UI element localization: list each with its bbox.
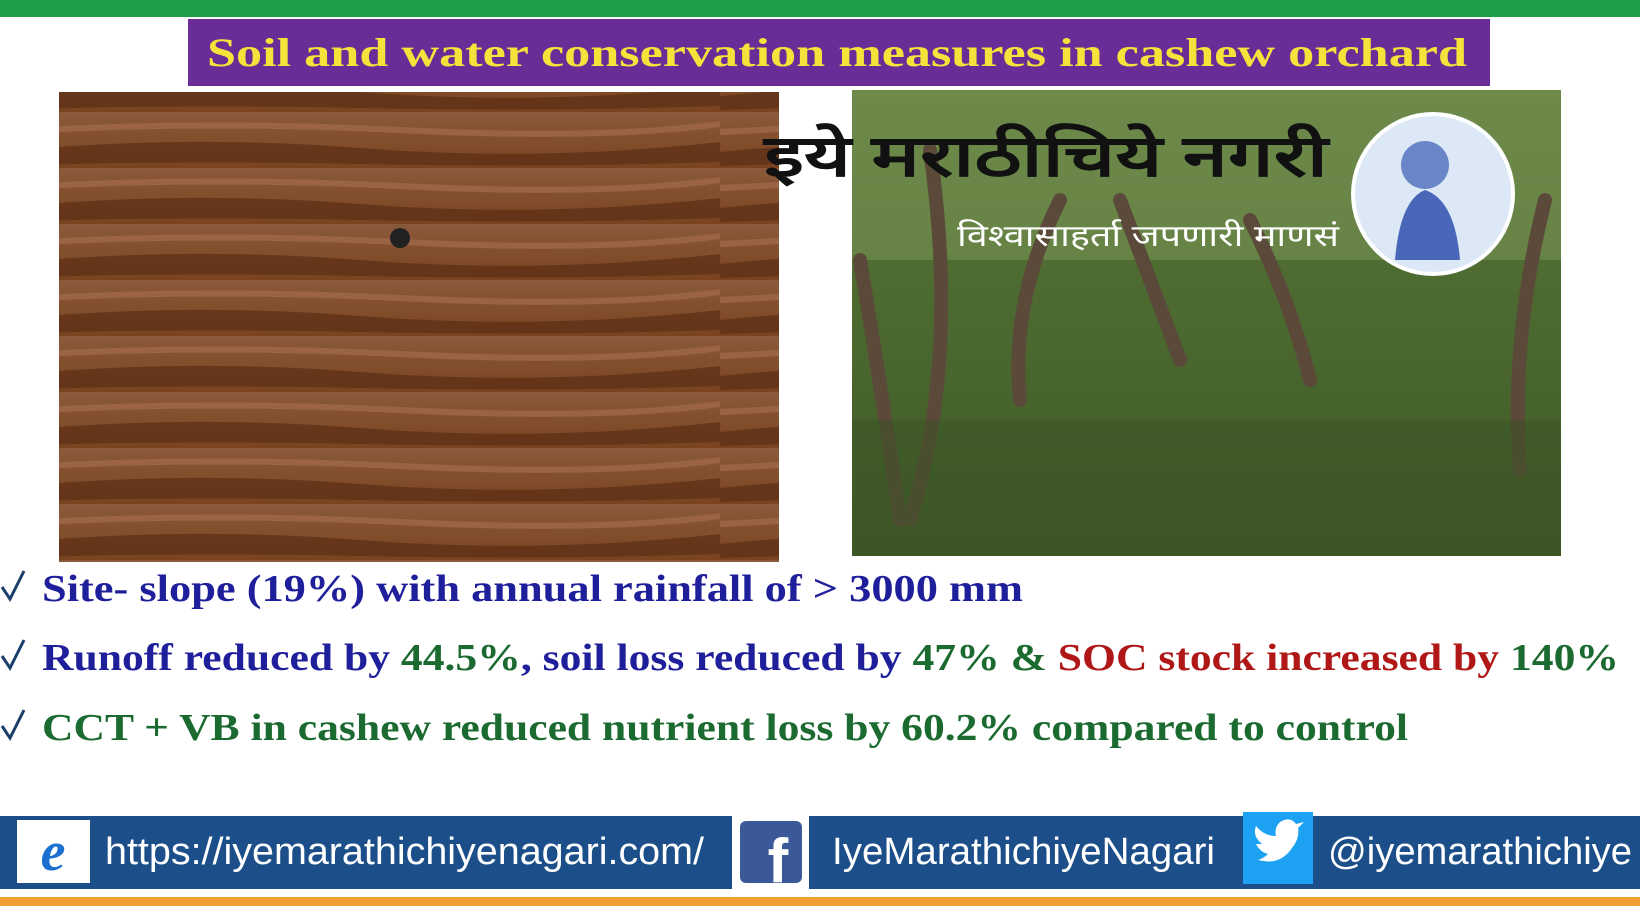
bullet-segment: 140% <box>1510 637 1619 679</box>
svg-text:e: e <box>41 821 66 883</box>
check-mark <box>0 639 26 671</box>
bullet: Runoff reduced by 44.5%, soil loss reduc… <box>42 637 1619 679</box>
bullet-segment: 44.5% <box>401 637 521 679</box>
title-box <box>188 19 1490 86</box>
bullet-list: Site- slope (19%) with annual rainfall o… <box>0 568 1619 749</box>
watermark-tagline: विश्वासाहर्ता जपणारी माणसं <box>957 219 1340 253</box>
check-mark <box>0 709 26 741</box>
bullet-segment: Site- slope (19%) with annual rainfall o… <box>42 568 1023 610</box>
twitter-handle[interactable]: @iyemarathichiye <box>1328 831 1632 873</box>
twitter-icon <box>1243 812 1313 884</box>
footer-band <box>0 816 1640 889</box>
bullet: CCT + VB in cashew reduced nutrient loss… <box>42 707 1408 749</box>
bullet-segment: Runoff reduced by <box>42 637 401 679</box>
web-icon: e <box>17 820 90 883</box>
check-mark <box>0 570 26 602</box>
bullet-segment: 47% <box>912 637 999 679</box>
watermark-name: इये मराठीचिये नगरी <box>763 123 1331 189</box>
logo-badge <box>1351 112 1515 276</box>
photo-furrows <box>59 92 779 562</box>
bullet-segment: & <box>1000 637 1058 679</box>
bullet-segment: SOC stock increased by <box>1058 637 1510 679</box>
facebook-icon: f <box>732 816 809 896</box>
bullet-segment: CCT + VB in cashew reduced nutrient loss… <box>42 707 1408 749</box>
bullet-segment: , soil loss reduced by <box>521 637 913 679</box>
footer-stripe <box>0 897 1640 906</box>
top-bar <box>0 0 1640 17</box>
title: Soil and water conservation measures in … <box>207 30 1467 75</box>
facebook-name[interactable]: IyeMarathichiyeNagari <box>832 831 1215 873</box>
svg-text:f: f <box>768 827 789 896</box>
website[interactable]: https://iyemarathichiyenagari.com/ <box>105 831 704 873</box>
bullet: Site- slope (19%) with annual rainfall o… <box>42 568 1023 610</box>
